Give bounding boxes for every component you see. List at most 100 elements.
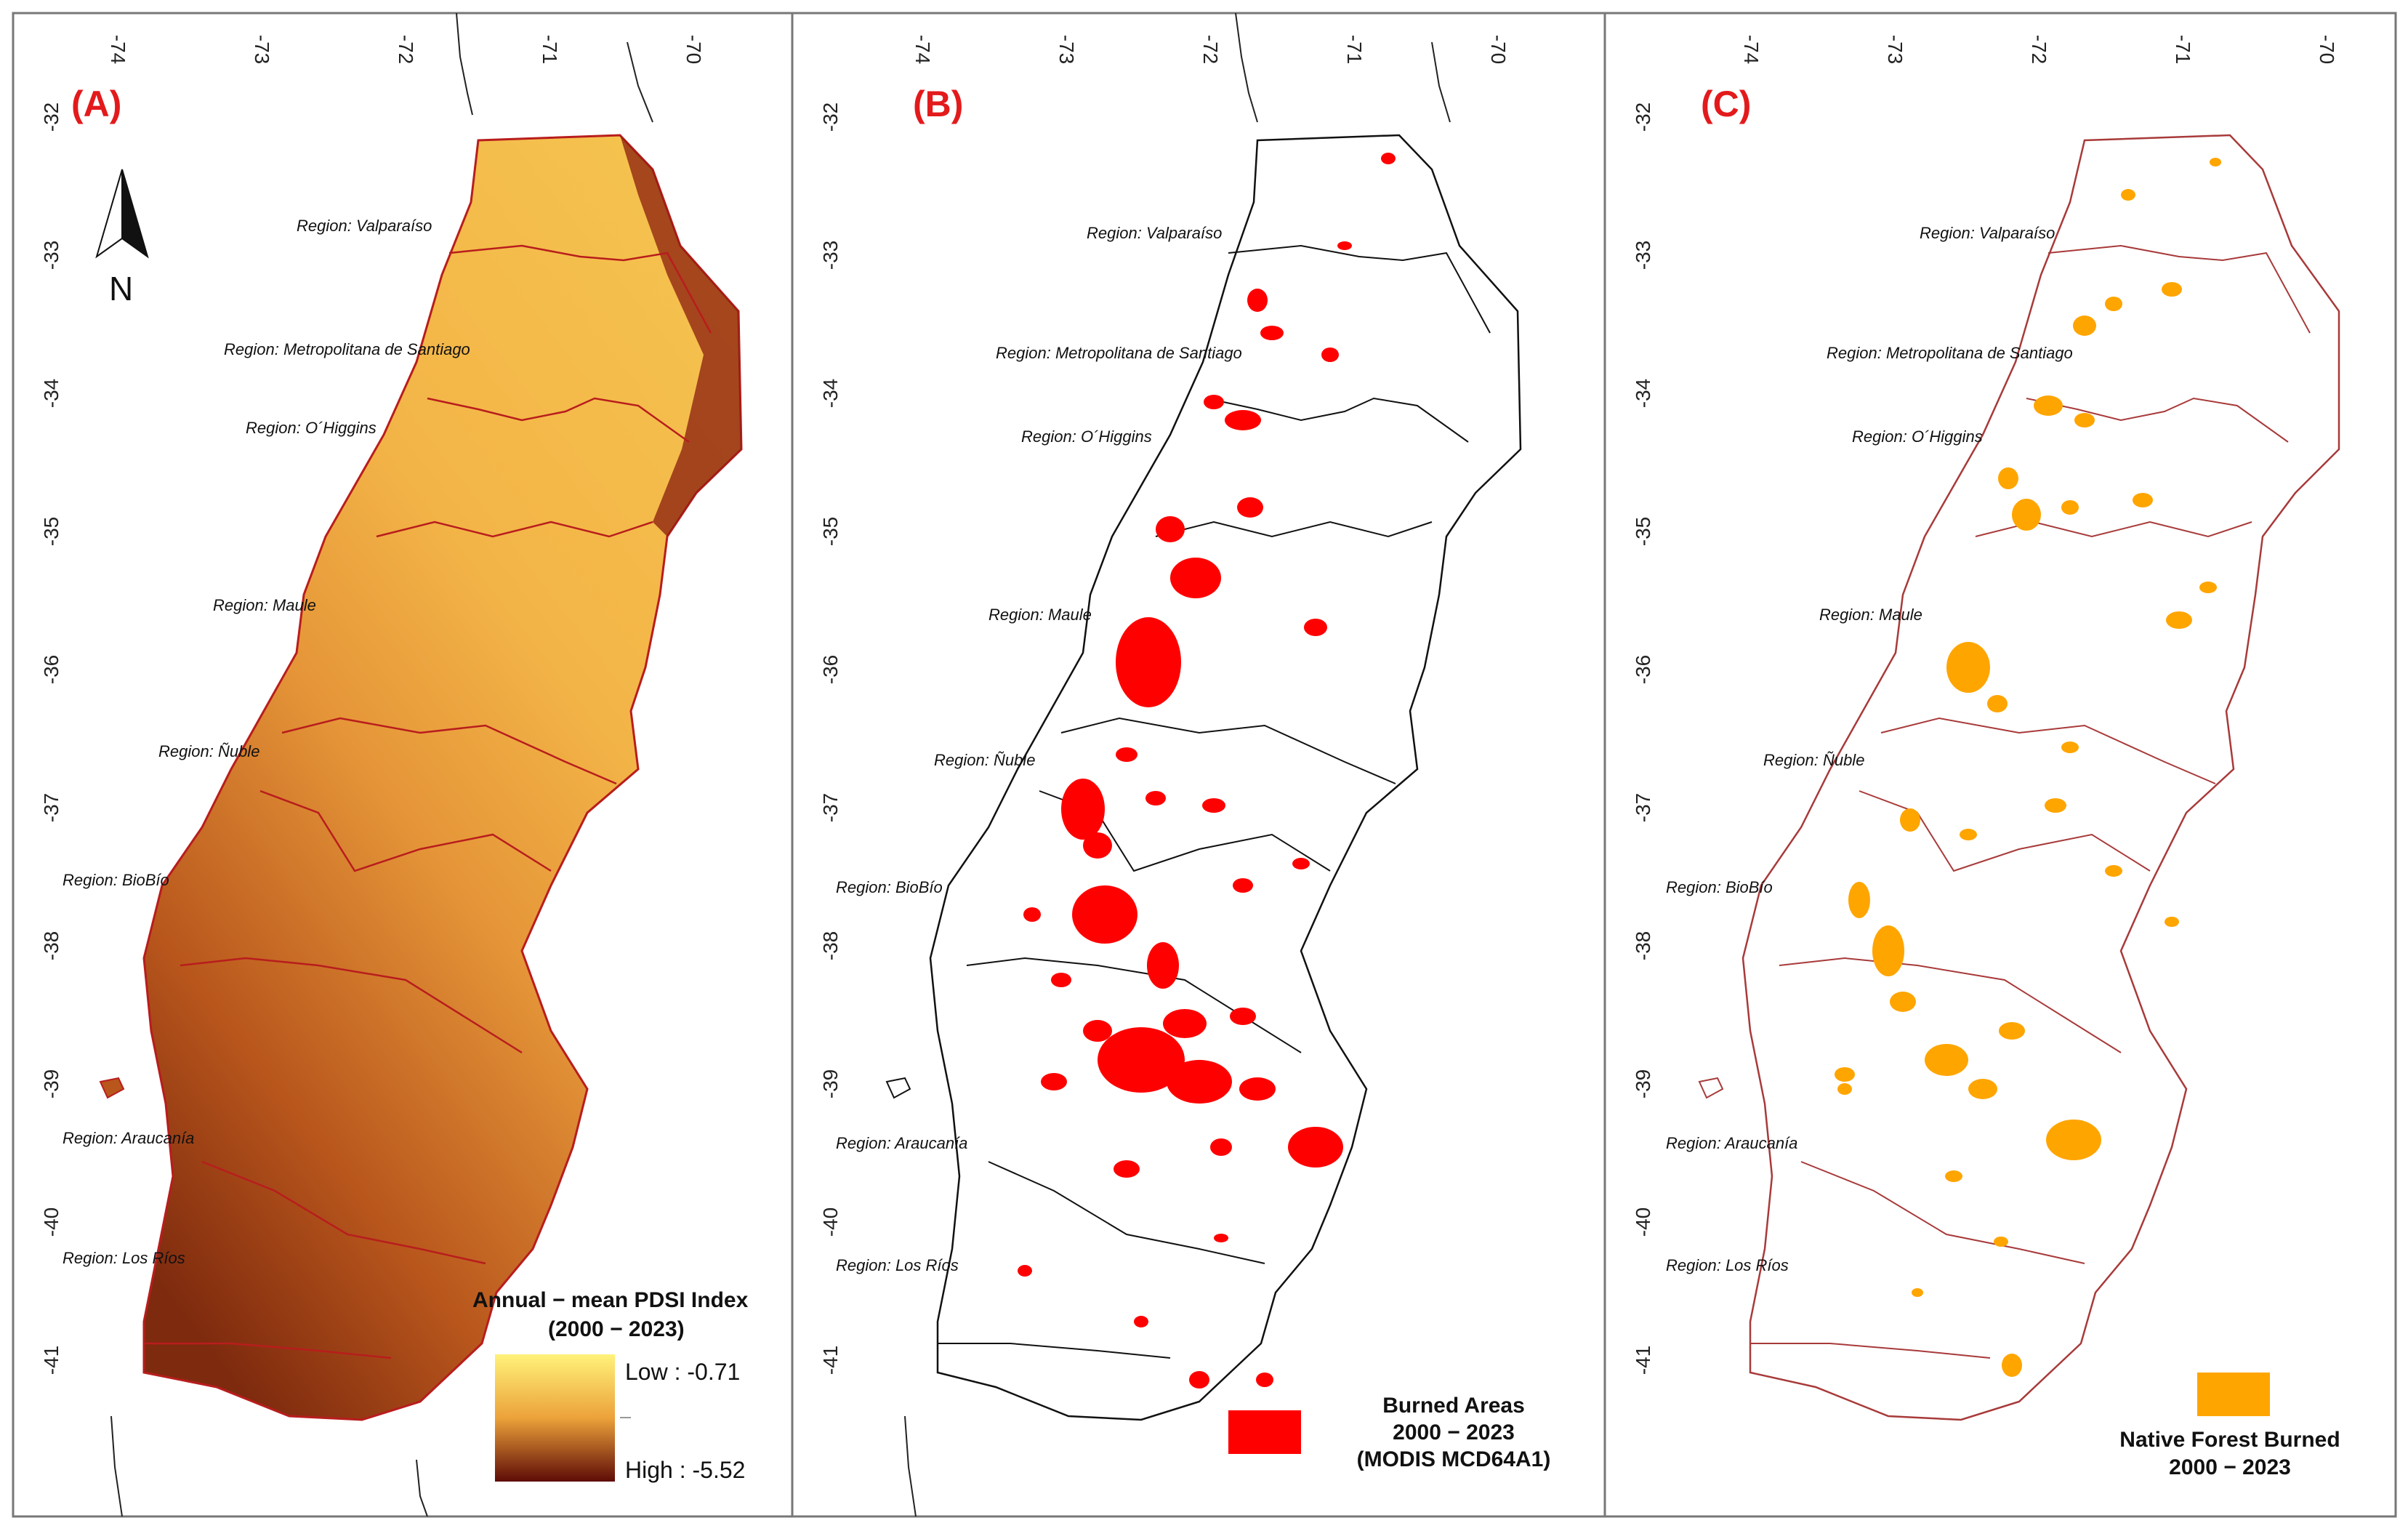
lon-ticks-c: -74 -73 -72 -71 -70: [1740, 35, 2338, 64]
lon-tick-label: -73: [251, 35, 273, 64]
lat-tick-label: -36: [40, 655, 63, 684]
lat-tick-label: -37: [40, 793, 63, 822]
lon-tick-label: -73: [1884, 35, 1906, 64]
coastline-b: [904, 12, 1451, 1517]
island-a: [99, 1077, 125, 1099]
lon-tick-label: -71: [1343, 35, 1366, 64]
lat-tick-label: -40: [1632, 1207, 1654, 1237]
lat-tick-label: -39: [40, 1069, 63, 1098]
lon-tick-label: -72: [1199, 35, 1222, 64]
lat-tick-label: -41: [819, 1346, 842, 1375]
region-label-metropolitana-a: Region: Metropolitana de Santiago: [224, 340, 470, 358]
panel-label-b: (B): [913, 84, 963, 124]
lat-tick-label: -34: [819, 379, 842, 408]
lat-tick-label: -39: [1632, 1069, 1654, 1098]
native-forest-burned: [1835, 158, 2221, 1377]
panel-label-c: (C): [1701, 84, 1751, 124]
lat-tick-label: -33: [40, 241, 63, 270]
lat-tick-label: -37: [819, 793, 842, 822]
region-label-nuble-b: Region: Ñuble: [934, 751, 1035, 769]
region-labels-a: Region: Valparaíso Region: Metropolitana…: [63, 217, 470, 1267]
pdsi-high-east-edge: [620, 135, 741, 537]
study-area-b: [929, 134, 1522, 1421]
lat-tick-label: -34: [40, 379, 63, 408]
region-label-valparaiso-b: Region: Valparaíso: [1087, 224, 1222, 242]
legend-a-high-label: High : -5.52: [625, 1457, 745, 1483]
region-boundaries-a: [144, 244, 712, 1359]
lon-ticks-b: -74 -73 -72 -71 -70: [911, 35, 1510, 64]
lat-tick-label: -33: [819, 241, 842, 270]
lat-ticks-c: -32 -33 -34 -35 -36 -37 -38 -39 -40 -41: [1632, 103, 1654, 1375]
region-label-metropolitana-b: Region: Metropolitana de Santiago: [996, 344, 1242, 362]
legend-a: Annual − mean PDSI Index (2000 − 2023) L…: [472, 1288, 749, 1483]
legend-c: Native Forest Burned 2000 − 2023: [2119, 1373, 2340, 1479]
region-label-nuble-c: Region: Ñuble: [1763, 751, 1864, 769]
lat-tick-label: -38: [1632, 931, 1654, 960]
burned-areas: [1018, 153, 1396, 1389]
legend-c-line-2: 2000 − 2023: [2169, 1455, 2291, 1479]
lon-tick-label: -71: [2172, 35, 2194, 64]
lat-tick-label: -32: [1632, 103, 1654, 132]
panel-b: -74 -73 -72 -71 -70 -32 -33 -34 -35 -36 -37 -38 -39…: [791, 12, 1606, 1518]
north-arrow: N: [95, 169, 149, 308]
lat-tick-label: -38: [40, 931, 63, 960]
region-label-losrios-a: Region: Los Ríos: [63, 1249, 185, 1267]
legend-a-title-2: (2000 − 2023): [548, 1317, 685, 1341]
region-label-ohiggins-a: Region: O´Higgins: [246, 419, 376, 437]
lon-tick-label: -73: [1055, 35, 1078, 64]
legend-a-low-label: Low : -0.71: [625, 1359, 740, 1385]
lat-ticks-a: -32 -33 -34 -35 -36 -37 -38 -39 -40 -41: [40, 103, 63, 1375]
lat-tick-label: -40: [819, 1207, 842, 1237]
region-label-araucania-c: Region: Araucanía: [1666, 1134, 1797, 1152]
legend-b: Burned Areas 2000 − 2023 (MODIS MCD64A1): [1228, 1394, 1550, 1471]
lat-tick-label: -35: [40, 517, 63, 546]
lat-tick-label: -39: [819, 1069, 842, 1098]
region-label-valparaiso-c: Region: Valparaíso: [1920, 224, 2055, 242]
lat-tick-label: -35: [819, 517, 842, 546]
lon-tick-label: -72: [2028, 35, 2050, 64]
lon-tick-label: -74: [107, 35, 129, 64]
lat-tick-label: -33: [1632, 241, 1654, 270]
region-label-nuble-a: Region: Ñuble: [158, 742, 259, 760]
region-label-biobio-b: Region: BioBío: [836, 878, 943, 896]
region-labels-c: Region: Valparaíso Region: Metropolitana…: [1666, 224, 2073, 1274]
lat-tick-label: -38: [819, 931, 842, 960]
region-boundaries-b: [938, 244, 1491, 1359]
panel-c: -74 -73 -72 -71 -70 -32 -33 -34 -35 -36 -37 -38 -39…: [1603, 12, 2397, 1518]
lat-tick-label: -32: [40, 103, 63, 132]
lon-tick-label: -74: [1740, 35, 1763, 64]
legend-b-line-2: 2000 − 2023: [1393, 1421, 1515, 1444]
lon-tick-label: -70: [2316, 35, 2338, 64]
coastline-a: [110, 12, 653, 1517]
region-label-ohiggins-b: Region: O´Higgins: [1021, 427, 1152, 446]
lon-ticks-a: -74 -73 -72 -71 -70: [107, 35, 705, 64]
region-label-araucania-a: Region: Araucanía: [63, 1129, 194, 1147]
region-label-losrios-c: Region: Los Ríos: [1666, 1256, 1789, 1274]
lat-tick-label: -41: [40, 1346, 63, 1375]
lat-ticks-b: -32 -33 -34 -35 -36 -37 -38 -39 -40 -41: [819, 103, 842, 1375]
region-label-araucania-b: Region: Araucanía: [836, 1134, 967, 1152]
region-label-maule-c: Region: Maule: [1819, 606, 1922, 624]
lat-tick-label: -36: [819, 655, 842, 684]
study-area-a: [142, 134, 743, 1421]
region-labels-b: Region: Valparaíso Region: Metropolitana…: [836, 224, 1242, 1274]
region-label-ohiggins-c: Region: O´Higgins: [1852, 427, 1983, 446]
region-label-biobio-a: Region: BioBío: [63, 871, 169, 889]
study-area-c: [1741, 134, 2340, 1421]
lat-tick-label: -36: [1632, 655, 1654, 684]
lon-tick-label: -70: [1487, 35, 1510, 64]
panel-label-a: (A): [71, 84, 121, 124]
region-label-maule-b: Region: Maule: [988, 606, 1092, 624]
lon-tick-label: -72: [395, 35, 417, 64]
region-label-maule-a: Region: Maule: [213, 596, 316, 614]
lat-tick-label: -34: [1632, 379, 1654, 408]
island-c: [1698, 1077, 1724, 1099]
island-b: [885, 1077, 911, 1099]
region-label-biobio-c: Region: BioBío: [1666, 878, 1773, 896]
legend-b-line-1: Burned Areas: [1382, 1394, 1525, 1418]
lat-tick-label: -37: [1632, 793, 1654, 822]
lat-tick-label: -35: [1632, 517, 1654, 546]
lon-tick-label: -74: [911, 35, 934, 64]
lat-tick-label: -40: [40, 1207, 63, 1237]
